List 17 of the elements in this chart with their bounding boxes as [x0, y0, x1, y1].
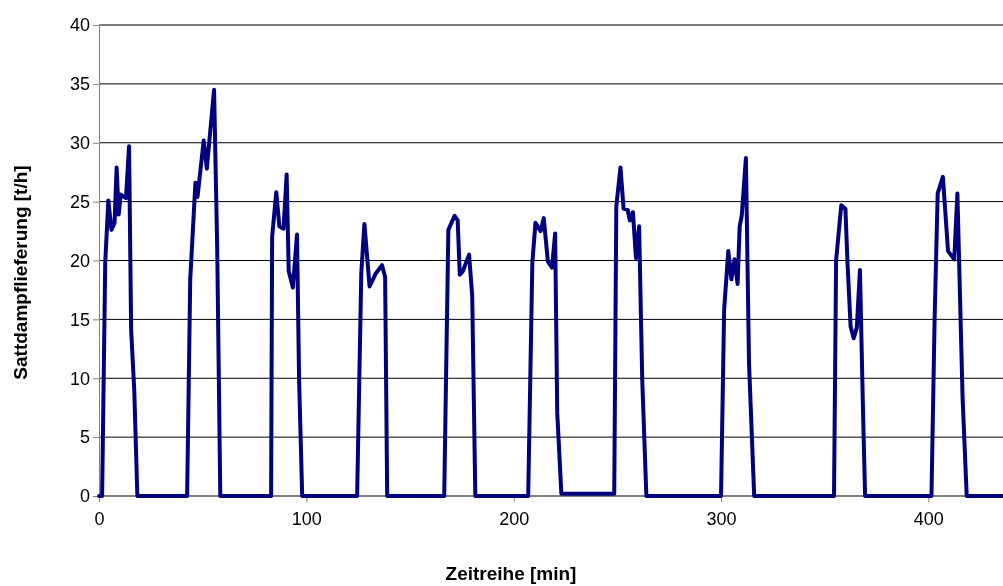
y-tick-label: 25: [69, 191, 90, 212]
x-tick-label: 100: [291, 508, 322, 529]
y-tick-label: 30: [69, 133, 90, 154]
y-tick-label: 0: [79, 486, 90, 507]
x-tick-label: 400: [913, 508, 944, 529]
y-tick-label: 35: [69, 74, 90, 95]
x-tick-label: 0: [94, 508, 105, 529]
x-tick-label: 300: [706, 508, 737, 529]
line-series: [97, 87, 1003, 498]
y-tick-label: 10: [69, 368, 90, 389]
y-tick-label: 15: [69, 309, 90, 330]
y-axis-title: Sattdampflieferung [t/h]: [10, 165, 31, 380]
x-axis-title: Zeitreihe [min]: [445, 563, 577, 584]
y-tick-label: 40: [69, 15, 90, 36]
y-tick-label: 20: [69, 250, 90, 271]
x-tick-label: 200: [499, 508, 530, 529]
y-tick-label: 5: [79, 427, 90, 448]
